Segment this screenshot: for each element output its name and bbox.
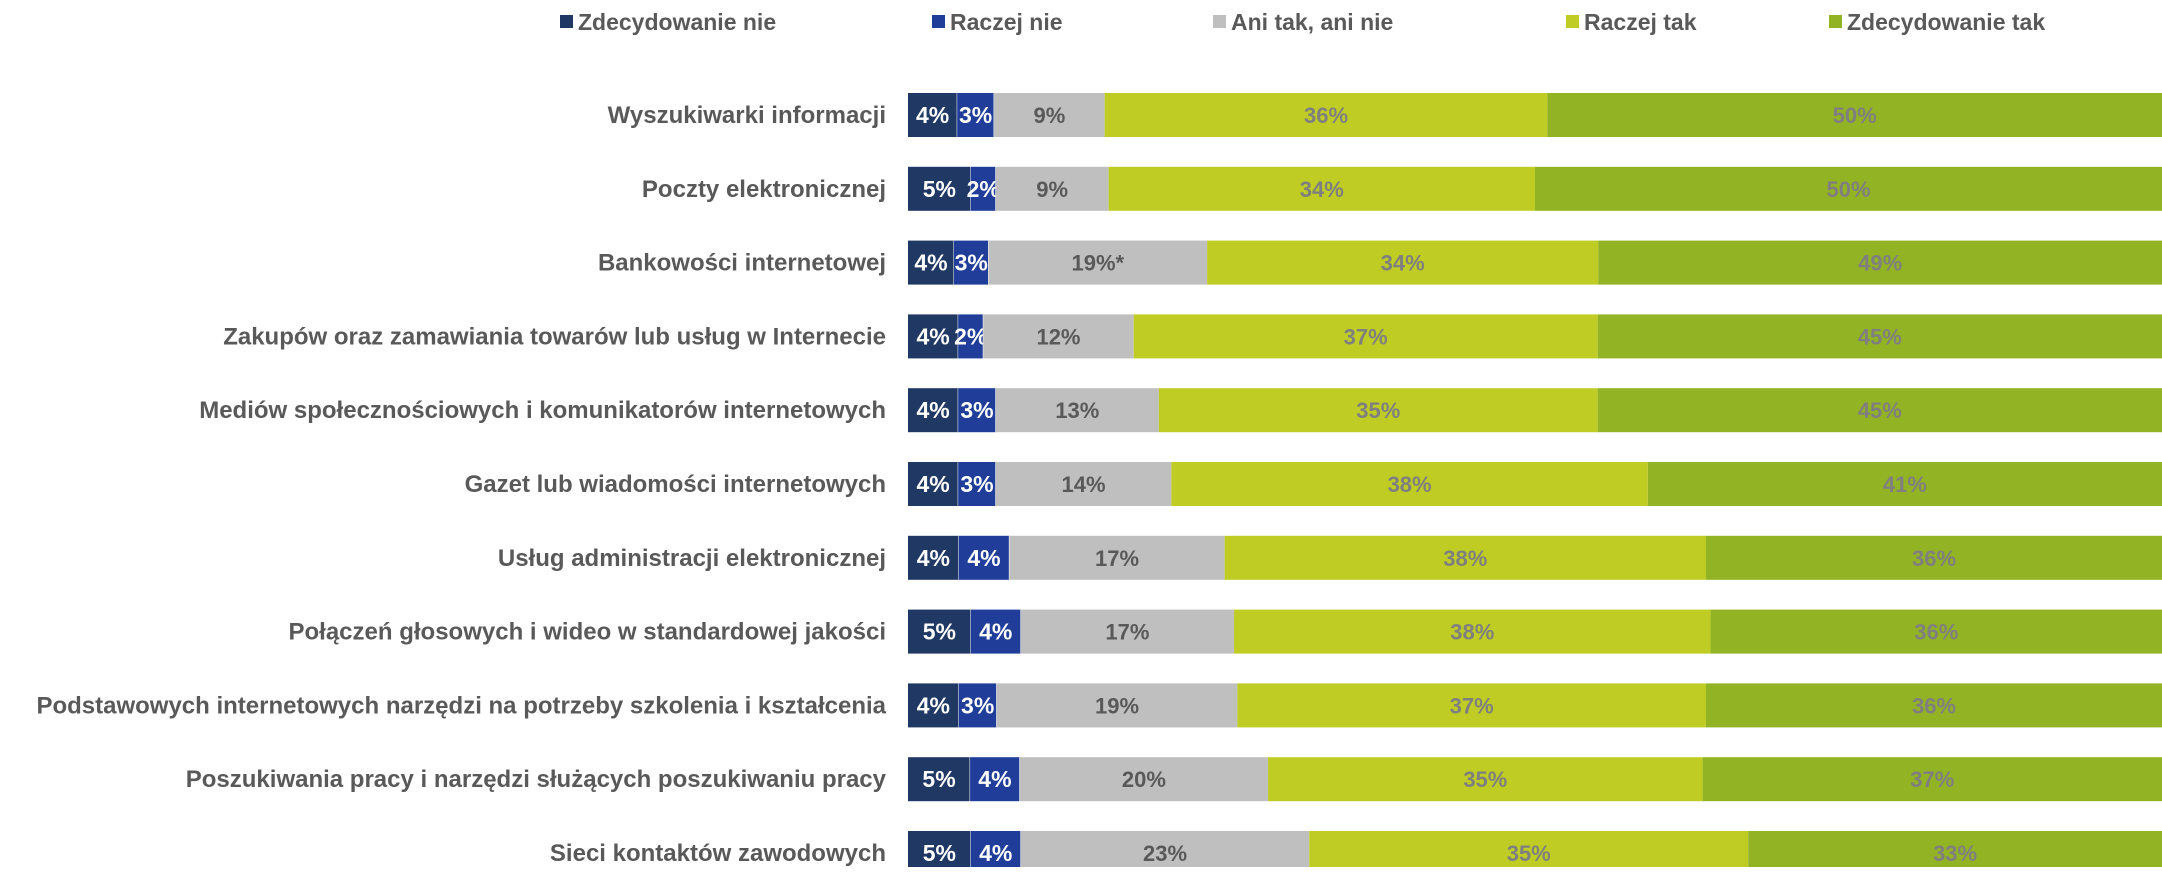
- data-label: 4%: [916, 102, 949, 128]
- data-label: 4%: [916, 471, 949, 497]
- data-label: 13%: [1055, 398, 1099, 423]
- legend-item: Ani tak, ani nie: [1213, 9, 1393, 35]
- legend: Zdecydowanie nie Raczej nie Ani tak, ani n…: [560, 9, 2045, 35]
- legend-label: Zdecydowanie nie: [578, 9, 776, 35]
- bar-row: Sieci kontaktów zawodowych 5% 4% 23% 35% 33%: [550, 831, 2162, 867]
- data-label: 34%: [1381, 251, 1425, 276]
- data-label: 3%: [960, 397, 993, 423]
- data-label: 2%: [967, 176, 1000, 202]
- data-label: 45%: [1858, 398, 1902, 423]
- data-label: 36%: [1304, 103, 1348, 128]
- legend-swatch: [1829, 15, 1842, 28]
- data-label: 37%: [1450, 693, 1494, 718]
- bar-row: Wyszukiwarki informacji 4% 3% 9% 36% 50%: [608, 93, 2162, 137]
- legend-label: Raczej nie: [950, 9, 1063, 35]
- data-label: 49%: [1858, 251, 1902, 276]
- legend-swatch: [932, 15, 945, 28]
- data-label: 35%: [1507, 841, 1551, 866]
- bar-row: Połączeń głosowych i wideo w standardowe…: [289, 610, 2162, 654]
- data-label: 19%*: [1072, 251, 1125, 276]
- data-label: 4%: [916, 323, 949, 349]
- bar-row: Poczty elektronicznej 5% 2% 9% 34% 50%: [642, 167, 2162, 211]
- data-label: 4%: [978, 766, 1011, 792]
- bar-row: Poszukiwania pracy i narzędzi służących …: [186, 757, 2162, 801]
- data-label: 4%: [967, 545, 1000, 571]
- data-label: 4%: [917, 545, 950, 571]
- data-label: 9%: [1033, 103, 1065, 128]
- data-label: 36%: [1912, 693, 1956, 718]
- data-label: 37%: [1910, 767, 1954, 792]
- category-label: Poszukiwania pracy i narzędzi służących …: [186, 766, 887, 793]
- data-label: 36%: [1912, 546, 1956, 571]
- data-label: 17%: [1095, 546, 1139, 571]
- data-label: 37%: [1344, 324, 1388, 349]
- data-label: 4%: [979, 619, 1012, 645]
- data-label: 3%: [961, 692, 994, 718]
- legend-swatch: [560, 15, 573, 28]
- data-label: 5%: [923, 176, 956, 202]
- data-label: 9%: [1036, 177, 1068, 202]
- data-label: 5%: [923, 840, 956, 866]
- data-label: 4%: [979, 840, 1012, 866]
- data-label: 19%: [1095, 693, 1139, 718]
- bar-row: Mediów społecznościowych i komunikatorów…: [199, 388, 2162, 432]
- data-label: 20%: [1122, 767, 1166, 792]
- data-label: 45%: [1858, 324, 1902, 349]
- data-label: 14%: [1062, 472, 1106, 497]
- data-label: 4%: [914, 250, 947, 276]
- legend-item: Raczej nie: [932, 9, 1063, 35]
- data-label: 3%: [960, 471, 993, 497]
- data-label: 23%: [1143, 841, 1187, 866]
- data-label: 4%: [917, 692, 950, 718]
- data-label: 17%: [1105, 620, 1149, 645]
- data-label: 38%: [1450, 620, 1494, 645]
- category-label: Poczty elektronicznej: [642, 176, 886, 203]
- data-label: 3%: [959, 102, 992, 128]
- category-label: Wyszukiwarki informacji: [608, 102, 886, 129]
- category-label: Połączeń głosowych i wideo w standardowe…: [289, 619, 887, 646]
- data-label: 35%: [1356, 398, 1400, 423]
- category-label: Mediów społecznościowych i komunikatorów…: [199, 397, 886, 424]
- category-label: Sieci kontaktów zawodowych: [550, 840, 886, 867]
- data-label: 50%: [1826, 177, 1870, 202]
- data-label: 3%: [955, 250, 988, 276]
- data-label: 38%: [1443, 546, 1487, 571]
- data-label: 35%: [1463, 767, 1507, 792]
- legend-swatch: [1213, 15, 1226, 28]
- bar-row: Gazet lub wiadomości internetowych 4% 3% 14…: [465, 462, 2162, 506]
- bar-row: Bankowości internetowej 4% 3% 19%* 34% 49%: [598, 241, 2162, 285]
- bar-row: Podstawowych internetowych narzędzi na p…: [36, 683, 2162, 727]
- legend-label: Ani tak, ani nie: [1231, 9, 1393, 35]
- legend-item: Zdecydowanie tak: [1829, 9, 2045, 35]
- category-label: Usług administracji elektronicznej: [498, 545, 886, 572]
- category-label: Zakupów oraz zamawiania towarów lub usłu…: [223, 323, 886, 350]
- data-label: 41%: [1883, 472, 1927, 497]
- legend-swatch: [1566, 15, 1579, 28]
- data-label: 2%: [954, 323, 987, 349]
- legend-label: Zdecydowanie tak: [1847, 9, 2045, 35]
- data-label: 38%: [1388, 472, 1432, 497]
- data-label: 4%: [916, 397, 949, 423]
- legend-label: Raczej tak: [1584, 9, 1697, 35]
- data-label: 36%: [1914, 620, 1958, 645]
- bar-row: Zakupów oraz zamawiania towarów lub usłu…: [223, 314, 2162, 358]
- data-label: 5%: [923, 619, 956, 645]
- category-label: Gazet lub wiadomości internetowych: [465, 471, 886, 498]
- data-label: 34%: [1300, 177, 1344, 202]
- bar-row: Usług administracji elektronicznej 4% 4% 17…: [498, 536, 2162, 580]
- legend-item: Zdecydowanie nie: [560, 9, 776, 35]
- data-label: 33%: [1933, 841, 1977, 866]
- data-label: 50%: [1833, 103, 1877, 128]
- data-label: 12%: [1036, 324, 1080, 349]
- data-label: 5%: [922, 766, 955, 792]
- legend-item: Raczej tak: [1566, 9, 1697, 35]
- category-label: Podstawowych internetowych narzędzi na p…: [36, 692, 886, 719]
- category-label: Bankowości internetowej: [598, 250, 886, 277]
